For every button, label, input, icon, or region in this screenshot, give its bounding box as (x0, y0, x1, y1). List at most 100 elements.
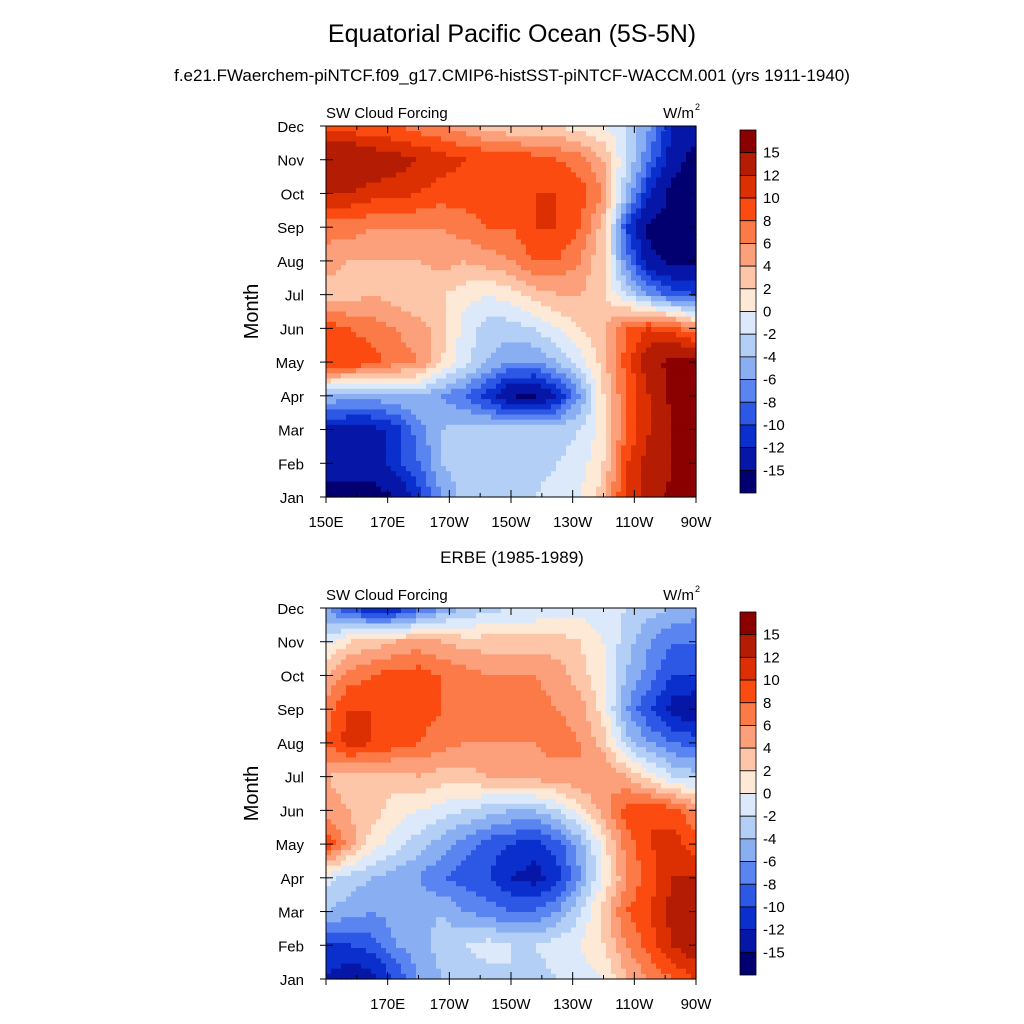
p0-heatmap-cell (356, 460, 362, 467)
p0-heatmap-cell (376, 275, 382, 282)
p0-heatmap-cell (546, 249, 552, 256)
p0-heatmap-cell (611, 337, 617, 344)
p0-heatmap-cell (666, 285, 672, 292)
p0-heatmap-cell (526, 234, 532, 240)
p0-heatmap-cell (591, 357, 597, 364)
p0-heatmap-cell (546, 373, 552, 380)
p0-heatmap-cell (536, 450, 542, 457)
p0-heatmap-cell (336, 275, 342, 282)
p0-heatmap-cell (356, 285, 362, 292)
p0-heatmap-cell (521, 280, 527, 287)
p0-heatmap-cell (506, 311, 512, 318)
p0-heatmap-cell (361, 326, 367, 333)
p0-heatmap-cell (336, 435, 342, 441)
p0-heatmap-cell (561, 435, 567, 441)
p0-heatmap-cell (391, 244, 397, 251)
p0-heatmap-cell (411, 136, 417, 143)
p0-heatmap-cell (456, 419, 462, 426)
p0-heatmap-cell (341, 234, 347, 240)
p0-heatmap-cell (531, 167, 537, 173)
p0-heatmap-cell (606, 357, 612, 364)
p0-heatmap-cell (386, 357, 392, 364)
p0-heatmap-cell (486, 332, 492, 338)
p0-heatmap-cell (556, 383, 562, 390)
p0-heatmap-cell (516, 419, 522, 426)
p0-heatmap-cell (481, 167, 487, 173)
p0-heatmap-cell (476, 259, 482, 266)
p0-heatmap-cell (636, 187, 642, 194)
p0-heatmap-cell (486, 156, 492, 163)
p0-heatmap-cell (516, 290, 522, 297)
p0-heatmap-cell (516, 198, 522, 204)
p0-heatmap-cell (441, 167, 447, 173)
p0-heatmap-cell (556, 311, 562, 318)
p0-heatmap-cell (371, 162, 377, 168)
p0-heatmap-cell (351, 450, 357, 457)
p0-heatmap-cell (571, 223, 577, 230)
p0-heatmap-cell (551, 136, 557, 143)
p0-heatmap-cell (341, 347, 347, 354)
p0-heatmap-cell (521, 172, 527, 179)
p0-heatmap-cell (431, 460, 437, 467)
p0-heatmap-cell (651, 445, 657, 452)
p0-heatmap-cell (686, 404, 692, 410)
p0-heatmap-cell (436, 321, 442, 328)
p0-heatmap-cell (686, 146, 692, 153)
p0-heatmap-cell (381, 445, 387, 452)
p0-heatmap-cell (676, 368, 682, 374)
p0-heatmap-cell (581, 275, 587, 282)
p0-heatmap-cell (331, 187, 337, 194)
p0-heatmap-cell (486, 275, 492, 282)
p0-heatmap-cell (526, 435, 532, 441)
p0-heatmap-cell (381, 363, 387, 369)
p0-heatmap-cell (591, 466, 597, 472)
p0-heatmap-cell (351, 445, 357, 452)
p0-heatmap-cell (626, 388, 632, 395)
p0-heatmap-cell (576, 136, 582, 143)
p0-heatmap-cell (626, 249, 632, 256)
p0-heatmap-cell (541, 388, 547, 395)
p0-heatmap-cell (601, 347, 607, 354)
p0-heatmap-cell (341, 192, 347, 199)
p0-heatmap-cell (566, 445, 572, 452)
p0-heatmap-cell (646, 203, 652, 210)
p0-heatmap-cell (441, 265, 447, 271)
p0-heatmap-cell (476, 213, 482, 220)
p0-heatmap-cell (451, 218, 457, 225)
p0-heatmap-cell (331, 383, 337, 390)
p0-heatmap-cell (351, 290, 357, 297)
p0-heatmap-cell (626, 311, 632, 318)
p0-heatmap-cell (526, 270, 532, 277)
p0-heatmap-cell (536, 414, 542, 421)
p0-heatmap-cell (611, 156, 617, 163)
p0-heatmap-cell (326, 141, 332, 148)
p0-heatmap-cell (636, 172, 642, 179)
p0-heatmap-cell (631, 131, 637, 137)
p0-heatmap-cell (481, 136, 487, 143)
p0-heatmap-cell (531, 239, 537, 246)
p0-heatmap-cell (601, 265, 607, 271)
p0-heatmap-cell (616, 146, 622, 153)
p0-heatmap-cell (361, 466, 367, 472)
p0-heatmap-cell (386, 337, 392, 344)
p0-heatmap-cell (401, 131, 407, 137)
p0-heatmap-cell (686, 388, 692, 395)
p0-heatmap-cell (576, 321, 582, 328)
p0-heatmap-cell (406, 275, 412, 282)
p0-heatmap-cell (376, 136, 382, 143)
p0-heatmap-cell (366, 162, 372, 168)
p0-heatmap-cell (361, 414, 367, 421)
p0-heatmap-cell (396, 373, 402, 380)
p0-heatmap-cell (651, 249, 657, 256)
p0-heatmap-cell (396, 368, 402, 374)
p0-heatmap-cell (531, 363, 537, 369)
p0-heatmap-cell (636, 265, 642, 271)
p0-heatmap-cell (381, 306, 387, 313)
p0-heatmap-cell (621, 399, 627, 405)
p0-heatmap-cell (646, 357, 652, 364)
p0-heatmap-cell (471, 192, 477, 199)
p0-heatmap-cell (521, 347, 527, 354)
p0-heatmap-cell (671, 234, 677, 240)
p0-heatmap-cell (621, 368, 627, 374)
p0-heatmap-cell (576, 167, 582, 173)
